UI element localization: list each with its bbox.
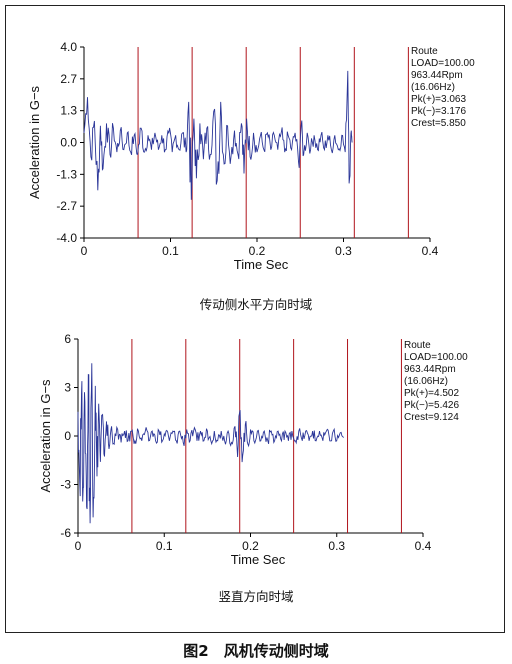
x-axis-label: Time Sec bbox=[231, 552, 286, 567]
info-text: Pk(+)=3.063 bbox=[411, 94, 466, 105]
info-text: (16.06Hz) bbox=[404, 376, 448, 387]
info-text: Crest=9.124 bbox=[404, 412, 459, 423]
y-tick-label: 0 bbox=[64, 429, 71, 443]
info-text: Route bbox=[404, 340, 431, 351]
y-tick-label: 0.0 bbox=[60, 136, 77, 150]
y-tick-label: -4.0 bbox=[56, 231, 77, 245]
y-axis-label: Acceleration in G−s bbox=[38, 379, 53, 493]
y-axis-label: Acceleration in G−s bbox=[27, 85, 42, 199]
x-tick-label: 0 bbox=[81, 244, 88, 258]
info-text: Crest=5.850 bbox=[411, 118, 466, 129]
figure-frame: 4.0 2.7 1.3 0.0 -1.3 -2.7 -4.0 0 0.1 0.2 0.3 0.4 Acc… bbox=[5, 5, 505, 633]
x-tick-label: 0.1 bbox=[156, 539, 173, 553]
y-tick-label: 6 bbox=[64, 332, 71, 346]
x-tick-label: 0.2 bbox=[242, 539, 259, 553]
y-tick-label: -1.3 bbox=[56, 167, 77, 181]
x-tick-label: 0.2 bbox=[249, 244, 266, 258]
vertical-time-domain-chart: 6 3 0 -3 -6 0 0.1 0.2 0.3 0.4 Acceleration in G−s T… bbox=[38, 332, 468, 567]
figure-caption: 图2 风机传动侧时域 bbox=[183, 642, 329, 660]
info-text: 963.44Rpm bbox=[404, 364, 456, 375]
y-tick-label: -2.7 bbox=[56, 199, 77, 213]
info-text: Pk(−)=3.176 bbox=[411, 106, 466, 117]
y-tick-label: -6 bbox=[60, 526, 71, 540]
y-tick-label: -3 bbox=[60, 478, 71, 492]
x-tick-label: 0.4 bbox=[422, 244, 439, 258]
info-text: LOAD=100.00 bbox=[411, 58, 475, 69]
vertical-chart-caption: 竖直方向时域 bbox=[218, 589, 294, 604]
x-tick-label: 0.1 bbox=[162, 244, 179, 258]
signal-trace bbox=[83, 70, 353, 200]
y-tick-label: 4.0 bbox=[60, 40, 77, 54]
info-text: Pk(−)=5.426 bbox=[404, 400, 459, 411]
x-axis-label: Time Sec bbox=[234, 257, 289, 272]
x-tick-label: 0 bbox=[75, 539, 82, 553]
info-text: Pk(+)=4.502 bbox=[404, 388, 459, 399]
x-tick-label: 0.4 bbox=[415, 539, 432, 553]
x-tick-label: 0.3 bbox=[335, 244, 352, 258]
y-tick-label: 2.7 bbox=[60, 72, 77, 86]
y-tick-label: 1.3 bbox=[60, 104, 77, 118]
info-text: 963.44Rpm bbox=[411, 70, 463, 81]
y-tick-label: 3 bbox=[64, 381, 71, 395]
info-text: LOAD=100.00 bbox=[404, 352, 468, 363]
x-tick-label: 0.3 bbox=[328, 539, 345, 553]
info-text: Route bbox=[411, 46, 438, 57]
signal-trace bbox=[77, 363, 344, 524]
info-text: (16.06Hz) bbox=[411, 82, 455, 93]
horizontal-chart-caption: 传动侧水平方向时域 bbox=[199, 297, 313, 312]
horizontal-time-domain-chart: 4.0 2.7 1.3 0.0 -1.3 -2.7 -4.0 0 0.1 0.2 0.3 0.4 Acc… bbox=[27, 40, 475, 272]
